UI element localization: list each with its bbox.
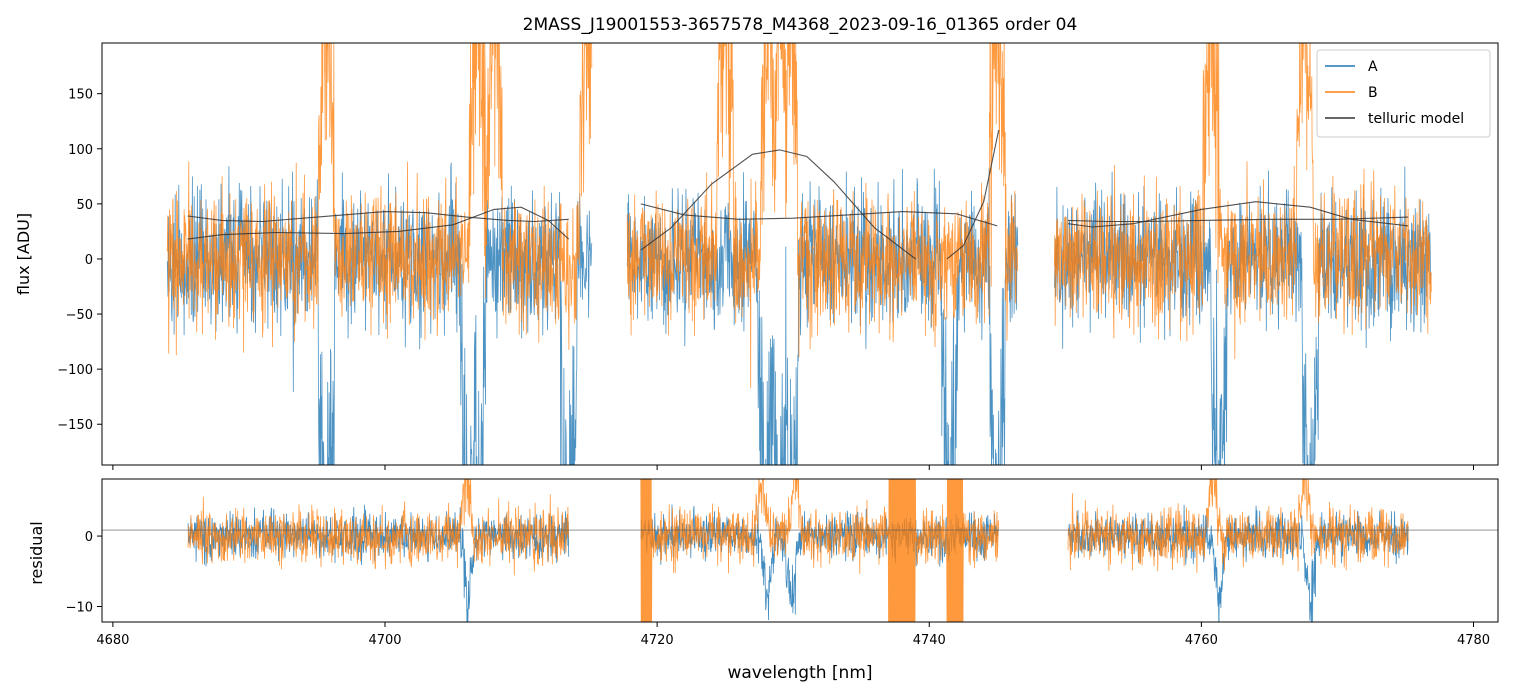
telluric-model-curve-3 xyxy=(640,149,917,260)
flux-y-tick-label: 0 xyxy=(85,253,93,268)
residual-y-tick-label: 0 xyxy=(85,530,93,545)
chart-title: 2MASS_J19001553-3657578_M4368_2023-09-16… xyxy=(523,15,1078,35)
flux-x-ticks xyxy=(112,465,1475,470)
flux-y-ticks: −150 −100 −50 0 50 100 150 xyxy=(57,88,102,433)
series-b-flux-line xyxy=(166,43,1432,389)
residual-x-tick-label: 4680 xyxy=(96,633,129,648)
legend-box xyxy=(1316,49,1491,138)
flux-panel: −150 −100 −50 0 50 100 150 flux [ADU] A B tell… xyxy=(14,42,1499,470)
residual-x-tick-label: 4700 xyxy=(368,633,401,648)
flux-plot-area xyxy=(166,43,1432,465)
telluric-model-curve-6 xyxy=(1067,201,1409,228)
residual-x-tick-label: 4740 xyxy=(913,633,946,648)
telluric-model-curve-0 xyxy=(187,211,569,223)
residual-x-tick-label: 4720 xyxy=(641,633,674,648)
telluric-model-curve-5 xyxy=(1067,216,1409,223)
series-a-residual-line xyxy=(187,504,1409,622)
x-axis-label: wavelength [nm] xyxy=(727,663,872,683)
flux-axes-frame xyxy=(101,42,1499,466)
legend: A B telluric model xyxy=(1316,49,1491,138)
legend-label-b: B xyxy=(1368,85,1378,101)
flux-y-tick-label: −150 xyxy=(57,418,93,433)
residual-y-ticks: −10 0 xyxy=(66,530,102,616)
flux-y-tick-label: 100 xyxy=(68,143,93,158)
residual-x-tick-label: 4760 xyxy=(1185,633,1218,648)
flux-y-tick-label: −100 xyxy=(57,363,93,378)
legend-label-telluric: telluric model xyxy=(1368,111,1464,127)
residual-x-ticks: 4680 4700 4720 4740 4760 4780 xyxy=(96,622,1490,648)
residual-y-label: residual xyxy=(27,521,46,584)
telluric-model-curve-2 xyxy=(640,203,998,227)
telluric-model-curve-1 xyxy=(187,206,570,240)
residual-x-tick-label: 4780 xyxy=(1457,633,1490,648)
residual-plot-area xyxy=(102,479,1498,622)
flux-y-tick-label: 150 xyxy=(68,88,93,103)
telluric-model-curve-4 xyxy=(946,129,1000,260)
residual-panel: −10 0 4680 4700 4720 4740 4760 4780 residual xyxy=(27,478,1499,648)
flux-y-tick-label: −50 xyxy=(66,308,93,323)
residual-axes-frame xyxy=(101,478,1499,623)
legend-label-a: A xyxy=(1368,59,1378,75)
residual-y-tick-label: −10 xyxy=(66,601,93,616)
series-b-residual-line xyxy=(187,479,1409,622)
flux-y-tick-label: 50 xyxy=(76,198,93,213)
flux-y-label: flux [ADU] xyxy=(14,213,33,295)
